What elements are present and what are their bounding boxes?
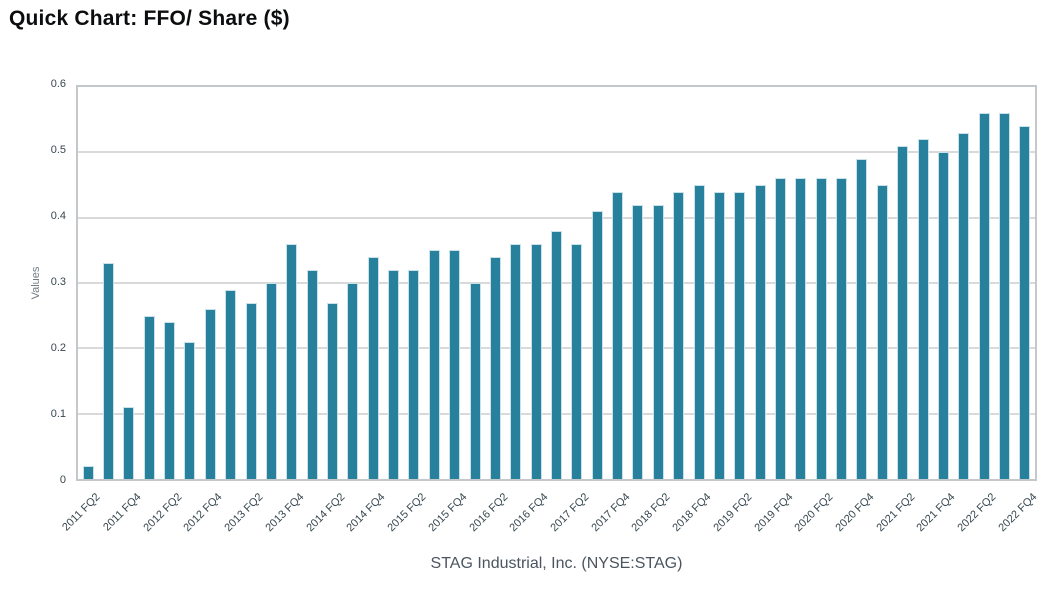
gridline	[78, 151, 1035, 154]
bar[interactable]	[815, 178, 827, 479]
bar[interactable]	[347, 283, 359, 479]
x-tick-label: 2020 FQ2	[792, 491, 836, 535]
x-axis-title: STAG Industrial, Inc. (NYSE:STAG)	[430, 555, 683, 572]
x-tick-label: 2021 FQ4	[914, 491, 958, 535]
page-title: Quick Chart: FFO/ Share ($)	[9, 7, 290, 30]
bar[interactable]	[876, 185, 888, 479]
x-tick-label: 2013 FQ4	[263, 491, 307, 535]
x-tick-label: 2012 FQ2	[141, 491, 185, 535]
x-tick-label: 2015 FQ2	[385, 491, 429, 535]
bar[interactable]	[510, 243, 522, 479]
bar[interactable]	[204, 309, 216, 479]
bar[interactable]	[652, 204, 664, 479]
bar[interactable]	[184, 341, 196, 479]
plot-area	[76, 85, 1037, 481]
x-tick-label: 2016 FQ4	[507, 491, 551, 535]
x-tick-label: 2014 FQ4	[344, 491, 388, 535]
bar[interactable]	[449, 250, 461, 479]
bar[interactable]	[856, 158, 868, 479]
bar[interactable]	[774, 178, 786, 479]
bar[interactable]	[489, 256, 501, 479]
x-tick-label: 2016 FQ2	[466, 491, 510, 535]
bar[interactable]	[937, 152, 949, 479]
x-tick-label: 2011 FQ4	[100, 491, 144, 534]
x-tick-label: 2019 FQ4	[751, 491, 795, 535]
x-tick-label: 2011 FQ2	[60, 491, 103, 534]
bar[interactable]	[897, 145, 909, 479]
bar[interactable]	[408, 269, 420, 479]
y-tick-label: 0.4	[50, 210, 66, 222]
bar[interactable]	[265, 283, 277, 479]
bar[interactable]	[958, 132, 970, 479]
bar[interactable]	[693, 185, 705, 479]
bar[interactable]	[103, 263, 115, 479]
bar[interactable]	[245, 302, 257, 479]
y-tick-label: 0.1	[50, 408, 66, 420]
x-tick-label: 2021 FQ2	[874, 491, 918, 535]
x-tick-label: 2022 FQ2	[955, 491, 999, 535]
bar[interactable]	[734, 191, 746, 479]
y-tick-label: 0.6	[50, 78, 66, 90]
y-tick-label: 0.3	[50, 276, 66, 288]
x-tick-label: 2015 FQ4	[426, 491, 470, 535]
bar[interactable]	[978, 113, 990, 479]
bar[interactable]	[998, 113, 1010, 479]
bar[interactable]	[917, 139, 929, 479]
bar[interactable]	[713, 191, 725, 479]
bar[interactable]	[286, 243, 298, 479]
bar[interactable]	[632, 204, 644, 479]
x-tick-label: 2019 FQ2	[711, 491, 755, 535]
bar[interactable]	[1019, 126, 1031, 479]
x-tick-label: 2017 FQ4	[589, 491, 633, 535]
bar[interactable]	[530, 243, 542, 479]
bar[interactable]	[327, 302, 339, 479]
bar[interactable]	[612, 191, 624, 479]
y-tick-label: 0.5	[50, 144, 66, 156]
bar[interactable]	[673, 191, 685, 479]
bar[interactable]	[469, 283, 481, 479]
y-tick-label: 0	[59, 474, 66, 486]
bar[interactable]	[551, 230, 562, 479]
bar[interactable]	[428, 250, 440, 479]
bar[interactable]	[82, 465, 94, 479]
x-tick-label: 2014 FQ2	[303, 491, 348, 535]
bar[interactable]	[123, 407, 135, 479]
bar[interactable]	[795, 178, 807, 479]
bar[interactable]	[388, 269, 400, 479]
y-tick-label: 0.2	[50, 342, 66, 354]
x-tick-label: 2018 FQ2	[629, 491, 673, 535]
bar[interactable]	[143, 315, 155, 479]
bar[interactable]	[754, 185, 766, 479]
bar[interactable]	[306, 269, 318, 479]
x-tick-label: 2013 FQ2	[222, 491, 266, 535]
bar[interactable]	[836, 178, 848, 479]
bar[interactable]	[571, 243, 583, 479]
bar[interactable]	[164, 322, 176, 479]
x-tick-label: 2012 FQ4	[181, 491, 225, 535]
x-tick-label: 2022 FQ4	[996, 491, 1040, 535]
x-tick-label: 2017 FQ2	[548, 491, 592, 535]
bar[interactable]	[591, 211, 603, 479]
gridline	[78, 216, 1035, 219]
bar[interactable]	[225, 289, 237, 479]
x-tick-label: 2018 FQ4	[670, 491, 714, 535]
bar[interactable]	[367, 256, 379, 479]
x-tick-label: 2020 FQ4	[833, 491, 877, 535]
